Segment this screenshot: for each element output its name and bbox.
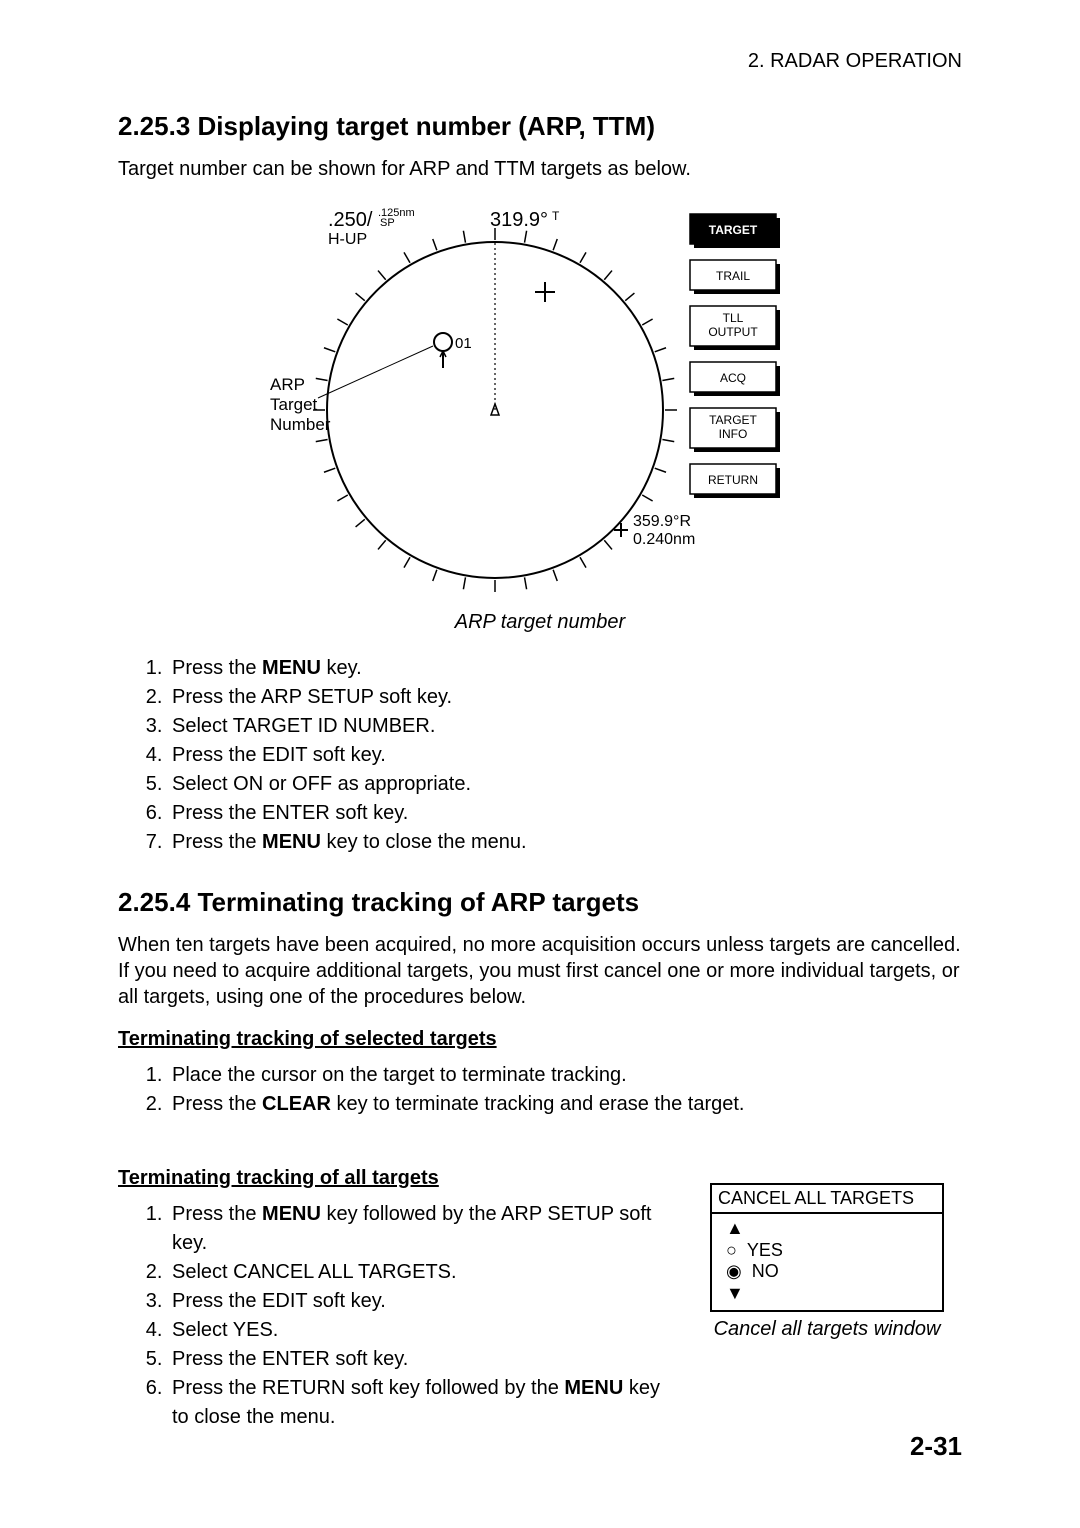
step-item: Press the ENTER soft key. xyxy=(168,799,962,828)
svg-text:.250/: .250/ xyxy=(328,209,373,231)
cancel-option-label: YES xyxy=(747,1240,783,1262)
section-number: 2.25.3 xyxy=(118,111,190,141)
section1-intro: Target number can be shown for ARP and T… xyxy=(118,156,962,182)
page-number: 2-31 xyxy=(910,1431,962,1462)
cancel-caption: Cancel all targets window xyxy=(692,1318,962,1341)
svg-text:01: 01 xyxy=(455,335,472,352)
cancel-option[interactable]: ○ YES xyxy=(726,1240,928,1262)
step-item: Press the MENU key followed by the ARP S… xyxy=(168,1200,662,1258)
section2-intro: When ten targets have been acquired, no … xyxy=(118,932,962,1010)
step-item: Select TARGET ID NUMBER. xyxy=(168,712,962,741)
svg-text:359.9°R: 359.9°R xyxy=(633,513,691,530)
svg-text:Target: Target xyxy=(270,395,318,414)
section-title: Terminating tracking of ARP targets xyxy=(198,887,640,917)
svg-text:H-UP: H-UP xyxy=(328,231,367,248)
svg-text:ARP: ARP xyxy=(270,375,305,394)
step-item: Select CANCEL ALL TARGETS. xyxy=(168,1258,662,1287)
sub-heading-1: Terminating tracking of selected targets xyxy=(118,1028,962,1051)
svg-text:TLL: TLL xyxy=(723,311,744,325)
figure-caption: ARP target number xyxy=(118,611,962,634)
svg-text:TARGET: TARGET xyxy=(709,413,757,427)
arrow-down-icon: ▼ xyxy=(726,1283,928,1305)
cancel-dialog: CANCEL ALL TARGETS ▲○ YES◉ NO▼ xyxy=(710,1183,944,1312)
svg-text:319.9°: 319.9° xyxy=(490,209,548,231)
step-item: Press the EDIT soft key. xyxy=(168,741,962,770)
step-item: Place the cursor on the target to termin… xyxy=(168,1061,962,1090)
sub2-steps: Press the MENU key followed by the ARP S… xyxy=(118,1200,662,1432)
svg-text:T: T xyxy=(552,209,560,223)
svg-text:Number: Number xyxy=(270,415,331,434)
step-item: Press the RETURN soft key followed by th… xyxy=(168,1374,662,1432)
svg-text:TRAIL: TRAIL xyxy=(716,269,750,283)
chapter-header: 2. RADAR OPERATION xyxy=(118,50,962,73)
cancel-dialog-title: CANCEL ALL TARGETS xyxy=(712,1185,942,1214)
cancel-option[interactable]: ◉ NO xyxy=(726,1261,928,1283)
radar-svg: 01.250/SP.125nmH-UP319.9°TARPTargetNumbe… xyxy=(270,200,810,600)
radar-figure: 01.250/SP.125nmH-UP319.9°TARPTargetNumbe… xyxy=(118,200,962,605)
step-item: Press the ENTER soft key. xyxy=(168,1345,662,1374)
sub-heading-2: Terminating tracking of all targets xyxy=(118,1167,662,1190)
page: 2. RADAR OPERATION 2.25.3 Displaying tar… xyxy=(0,0,1080,1528)
svg-text:INFO: INFO xyxy=(719,427,748,441)
cancel-option-label: NO xyxy=(752,1261,779,1283)
step-item: Select YES. xyxy=(168,1316,662,1345)
section-heading-1: 2.25.3 Displaying target number (ARP, TT… xyxy=(118,111,962,142)
svg-text:RETURN: RETURN xyxy=(708,473,758,487)
arrow-up-icon: ▲ xyxy=(726,1218,928,1240)
step-item: Press the MENU key to close the menu. xyxy=(168,828,962,857)
svg-text:OUTPUT: OUTPUT xyxy=(708,325,758,339)
section1-steps: Press the MENU key.Press the ARP SETUP s… xyxy=(118,654,962,857)
radio-unselected-icon: ○ xyxy=(726,1240,737,1262)
section-title: Displaying target number (ARP, TTM) xyxy=(198,111,655,141)
cancel-dialog-body: ▲○ YES◉ NO▼ xyxy=(712,1214,942,1310)
svg-text:ACQ: ACQ xyxy=(720,371,746,385)
svg-text:0.240nm: 0.240nm xyxy=(633,531,695,548)
step-item: Press the CLEAR key to terminate trackin… xyxy=(168,1090,962,1119)
radio-selected-icon: ◉ xyxy=(726,1261,742,1283)
sub1-steps: Place the cursor on the target to termin… xyxy=(118,1061,962,1119)
section-heading-2: 2.25.4 Terminating tracking of ARP targe… xyxy=(118,887,962,918)
svg-text:TARGET: TARGET xyxy=(709,223,758,237)
step-item: Select ON or OFF as appropriate. xyxy=(168,770,962,799)
section-number: 2.25.4 xyxy=(118,887,190,917)
step-item: Press the EDIT soft key. xyxy=(168,1287,662,1316)
step-item: Press the MENU key. xyxy=(168,654,962,683)
step-item: Press the ARP SETUP soft key. xyxy=(168,683,962,712)
svg-text:.125nm: .125nm xyxy=(378,207,415,219)
